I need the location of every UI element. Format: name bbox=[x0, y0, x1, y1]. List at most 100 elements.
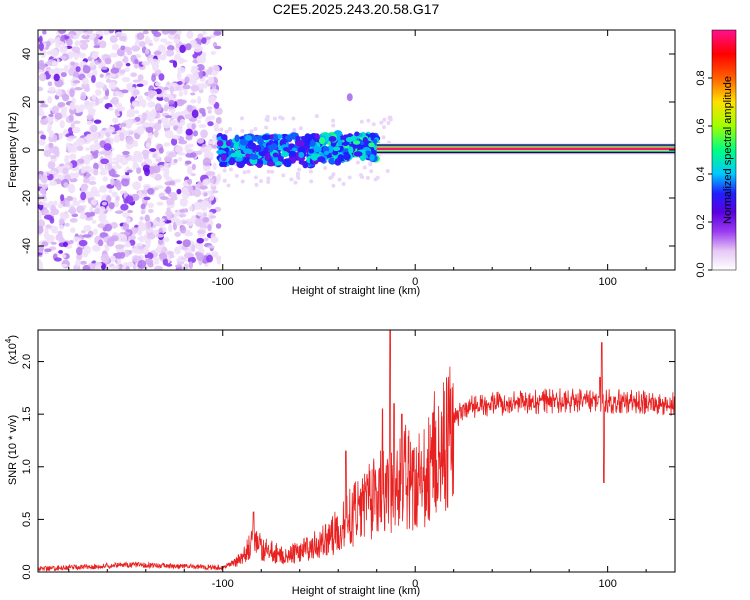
snr-frame bbox=[37, 329, 676, 573]
spectrogram-transition-blob bbox=[332, 146, 341, 151]
spectrogram-transition-blob bbox=[219, 161, 225, 168]
spectrogram-transition-blob bbox=[272, 152, 279, 158]
spectrogram-noise-blob bbox=[201, 111, 207, 117]
spectrogram-noise-blob bbox=[85, 147, 90, 151]
spectrogram-noise-blob bbox=[115, 31, 124, 37]
spectrogram-noise-blob bbox=[67, 183, 75, 190]
spectrogram-noise-blob bbox=[186, 165, 193, 175]
spectrogram-noise-blob bbox=[106, 194, 112, 204]
spectrogram-noise-blob bbox=[209, 177, 215, 184]
spectrogram-noise-blob bbox=[128, 131, 134, 135]
spectrogram-noise-blob bbox=[142, 246, 149, 255]
spectrogram-noise-blob bbox=[112, 117, 119, 124]
spectrogram-faint-blob bbox=[228, 167, 233, 172]
spectrogram-noise-blob bbox=[125, 135, 134, 145]
spectrogram-noise-blob bbox=[93, 45, 101, 49]
spectrogram-noise-blob bbox=[38, 260, 43, 269]
spectrogram-noise-blob bbox=[189, 78, 198, 85]
spectrogram-noise-blob bbox=[173, 212, 179, 217]
spectrogram-noise-blob bbox=[69, 227, 76, 233]
spectrogram-noise-blob bbox=[136, 167, 142, 175]
spectrogram-noise-blob bbox=[192, 188, 202, 198]
spectrogram-noise-blob bbox=[89, 211, 96, 217]
x-tick-label: 100 bbox=[598, 578, 616, 590]
spectrogram-noise-blob bbox=[66, 195, 73, 201]
spectrogram-noise-blob bbox=[189, 152, 197, 158]
spectrogram-faint-blob bbox=[371, 122, 376, 127]
spectrogram-noise-blob bbox=[203, 192, 208, 197]
spectrogram-faint-blob bbox=[359, 119, 364, 124]
spectrogram-noise-blob bbox=[179, 208, 186, 213]
spectrogram-noise-blob bbox=[108, 237, 117, 241]
spectrogram-noise-blob bbox=[196, 63, 205, 71]
spectrogram-noise-blob bbox=[70, 61, 75, 66]
spectrogram-faint-blob bbox=[386, 120, 391, 125]
spectrogram-noise-blob bbox=[111, 96, 119, 105]
spectrogram-noise-blob bbox=[180, 110, 187, 117]
spectrogram-noise-blob bbox=[108, 202, 115, 210]
spectrogram-noise-blob bbox=[183, 89, 188, 96]
spectrogram-noise-blob bbox=[171, 195, 178, 201]
spectrogram-noise-blob bbox=[95, 143, 101, 151]
spectrogram-noise-blob bbox=[40, 134, 47, 141]
spectrogram-noise-blob bbox=[99, 73, 104, 78]
spectrogram-noise-blob bbox=[164, 41, 173, 46]
spectrogram-noise-blob bbox=[132, 79, 141, 83]
snr-multiplier-base: (x10 bbox=[7, 343, 19, 364]
spectrogram-noise-blob bbox=[165, 263, 173, 267]
spectrogram-noise-blob bbox=[48, 68, 55, 76]
spectrogram-noise-blob bbox=[144, 48, 150, 55]
spectrogram-transition-blob bbox=[234, 157, 243, 162]
spectrogram-noise-blob bbox=[79, 260, 87, 265]
spectrogram-faint-blob bbox=[246, 169, 251, 174]
spectrogram-noise-blob bbox=[66, 38, 73, 47]
snr-x-label: Height of straight line (km) bbox=[292, 585, 420, 597]
spectrogram-transition-blob bbox=[280, 151, 290, 158]
spectrogram-noise-blob bbox=[120, 178, 130, 187]
spectrogram-noise-blob bbox=[51, 229, 59, 234]
spectrogram-noise-blob bbox=[173, 38, 180, 44]
spectrogram-noise-blob bbox=[147, 202, 155, 209]
spectrogram-faint-blob bbox=[264, 117, 269, 122]
spectrogram-noise-blob bbox=[58, 176, 65, 180]
spectrogram-noise-blob bbox=[87, 108, 95, 114]
spectrogram-noise-blob bbox=[168, 99, 175, 105]
spectrogram-noise-blob bbox=[38, 59, 45, 66]
spectrogram-noise-blob bbox=[119, 157, 129, 166]
spectrogram-noise-blob bbox=[194, 218, 203, 227]
spectrogram-noise-blob bbox=[110, 67, 120, 74]
spectrogram-noise-blob bbox=[38, 35, 43, 44]
spectrogram-noise-blob bbox=[157, 44, 167, 53]
spectrogram-noise-blob bbox=[153, 260, 160, 265]
spectrogram-faint-blob bbox=[259, 179, 264, 184]
spectrogram-noise-blob bbox=[80, 91, 87, 101]
spectrogram-noise-blob bbox=[91, 189, 101, 194]
spectrogram-noise-blob bbox=[179, 198, 187, 207]
spectrogram-noise-blob bbox=[183, 263, 189, 270]
spectrogram-noise-blob bbox=[197, 95, 202, 104]
spectrogram-noise-blob bbox=[202, 157, 212, 167]
spectrogram-noise-blob bbox=[127, 209, 133, 214]
spectrogram-noise-blob bbox=[202, 31, 207, 35]
spectrogram-noise-blob bbox=[71, 46, 81, 53]
spectrogram-noise-blob bbox=[131, 248, 137, 254]
spectrogram-noise-blob bbox=[109, 178, 115, 186]
y-tick-label: 0 bbox=[21, 147, 33, 153]
spectrogram-noise-blob bbox=[111, 174, 120, 178]
spectrogram-noise-blob bbox=[175, 219, 183, 226]
spectrogram-noise-blob bbox=[94, 193, 101, 197]
spectrogram-noise-blob bbox=[122, 212, 130, 218]
spectrogram-noise-blob bbox=[191, 109, 199, 119]
spectrogram-transition-blob bbox=[261, 134, 271, 141]
spectrogram-noise-blob bbox=[82, 251, 89, 258]
spectrogram-noise-blob bbox=[53, 39, 58, 43]
spectrogram-noise-blob bbox=[174, 178, 181, 183]
spectrogram-faint-blob bbox=[309, 179, 314, 184]
spectrogram-transition-blob bbox=[216, 140, 224, 147]
spectrogram-noise-blob bbox=[101, 201, 108, 206]
spectrogram-noise-blob bbox=[166, 44, 175, 51]
spectrogram-noise-blob bbox=[197, 212, 204, 217]
colorbar-label: Normalized spectral amplitude bbox=[722, 76, 734, 224]
spectrogram-noise-blob bbox=[97, 58, 102, 63]
